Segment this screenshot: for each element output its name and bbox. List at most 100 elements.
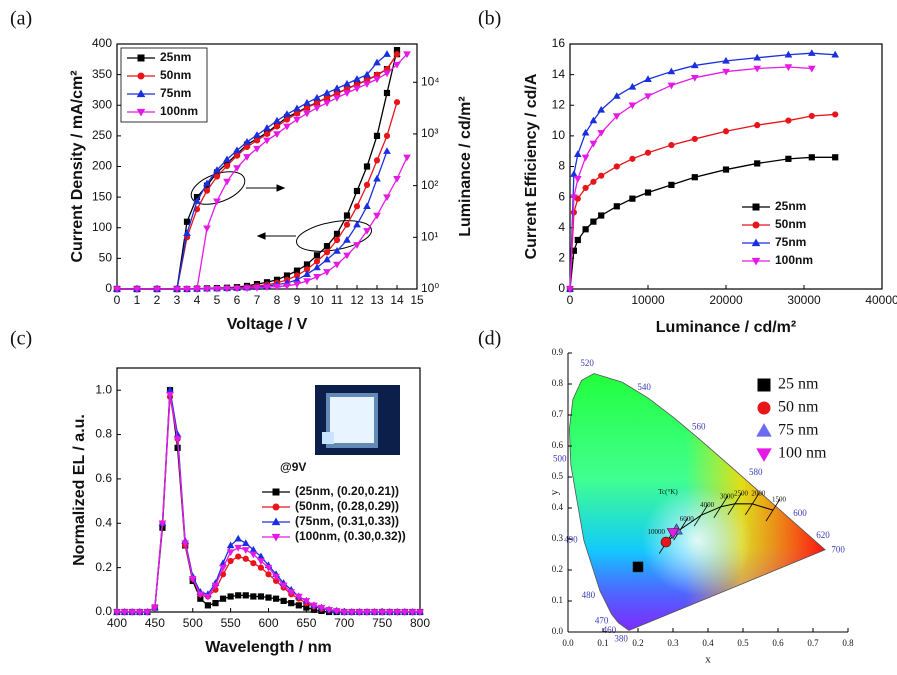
marker bbox=[203, 179, 211, 187]
x-tick-label: 550 bbox=[221, 616, 241, 630]
marker bbox=[257, 593, 265, 600]
temperature-label: 2000 bbox=[751, 489, 766, 497]
marker bbox=[323, 100, 331, 107]
marker bbox=[253, 145, 261, 153]
marker bbox=[243, 285, 251, 293]
marker bbox=[313, 99, 321, 106]
marker bbox=[722, 166, 730, 173]
series-line bbox=[117, 150, 388, 290]
marker bbox=[280, 597, 287, 605]
marker bbox=[784, 50, 793, 58]
marker bbox=[263, 130, 271, 138]
marker bbox=[288, 600, 295, 607]
x-tick-label: 0.4 bbox=[702, 638, 714, 648]
x-tick-label: 9 bbox=[294, 293, 301, 307]
x-tick-label: 4 bbox=[194, 293, 201, 307]
marker bbox=[370, 609, 379, 616]
marker bbox=[808, 154, 815, 161]
marker bbox=[113, 609, 121, 616]
marker bbox=[283, 116, 291, 123]
marker bbox=[294, 593, 303, 601]
wavelength-label: 560 bbox=[692, 421, 706, 431]
x-tick-label: 8 bbox=[274, 293, 281, 307]
legend-label: (75nm, (0.31,0.33)) bbox=[295, 514, 399, 528]
marker bbox=[153, 286, 161, 293]
x-tick-label: 3 bbox=[174, 293, 181, 307]
marker bbox=[383, 132, 391, 139]
x-tick-label: 2 bbox=[154, 293, 161, 307]
marker bbox=[343, 79, 351, 87]
marker bbox=[333, 95, 341, 102]
x-tick-label: 0.1 bbox=[597, 638, 608, 648]
marker bbox=[219, 564, 227, 572]
marker bbox=[644, 189, 652, 196]
marker bbox=[173, 436, 182, 443]
marker bbox=[313, 263, 321, 271]
marker bbox=[227, 593, 234, 600]
legend-title: @9V bbox=[280, 460, 306, 474]
marker bbox=[754, 122, 761, 129]
marker bbox=[193, 286, 201, 293]
x-tick-label: 7 bbox=[254, 293, 261, 307]
marker bbox=[196, 591, 205, 599]
panel-label: (b) bbox=[478, 8, 501, 30]
marker bbox=[158, 520, 167, 528]
marker bbox=[373, 58, 381, 66]
marker bbox=[293, 116, 301, 124]
marker bbox=[373, 157, 381, 164]
marker bbox=[590, 218, 597, 225]
marker bbox=[234, 544, 243, 552]
legend-label: 75nm bbox=[775, 235, 806, 249]
isotherm bbox=[727, 492, 743, 515]
marker bbox=[272, 595, 280, 602]
marker bbox=[243, 137, 251, 145]
x-tick-label: 10000 bbox=[631, 293, 665, 307]
marker bbox=[263, 137, 271, 145]
marker bbox=[353, 187, 361, 195]
marker bbox=[183, 286, 191, 293]
x-tick-label: 40000 bbox=[865, 293, 897, 307]
marker bbox=[582, 184, 589, 192]
marker bbox=[333, 230, 341, 237]
x-tick-label: 6 bbox=[234, 293, 241, 307]
marker bbox=[302, 598, 311, 605]
marker bbox=[242, 555, 249, 562]
marker bbox=[219, 595, 227, 602]
marker bbox=[166, 391, 174, 399]
panel: (c) 400 450 500 550 600 650 700 750 800 0.0 0.2 0.4 0… bbox=[10, 328, 430, 657]
x-axis-label: Wavelength / nm bbox=[205, 639, 332, 656]
marker bbox=[323, 269, 331, 276]
marker bbox=[120, 609, 129, 616]
y2-axis-label: Luminance / cd/m² bbox=[457, 96, 474, 236]
marker bbox=[143, 609, 152, 616]
marker bbox=[233, 152, 241, 159]
marker bbox=[257, 564, 265, 571]
marker bbox=[193, 197, 201, 204]
marker bbox=[233, 285, 241, 293]
marker bbox=[323, 94, 331, 101]
marker bbox=[204, 593, 212, 601]
marker bbox=[279, 582, 288, 590]
marker bbox=[135, 609, 144, 616]
y-tick-label: 300 bbox=[92, 97, 112, 111]
marker bbox=[250, 593, 257, 600]
marker bbox=[597, 130, 606, 137]
y-tick-label: 0 bbox=[558, 281, 565, 295]
marker bbox=[590, 178, 597, 185]
marker bbox=[273, 131, 281, 138]
marker bbox=[754, 160, 761, 167]
y-tick-label: 0.8 bbox=[552, 378, 564, 388]
marker bbox=[667, 82, 676, 90]
x-tick-label: 0.2 bbox=[632, 638, 643, 648]
marker bbox=[295, 602, 302, 609]
inset-photo bbox=[315, 385, 400, 455]
marker bbox=[373, 132, 381, 139]
wavelength-label: 580 bbox=[749, 467, 763, 477]
y-tick-label: 0.1 bbox=[552, 595, 563, 605]
marker bbox=[751, 238, 761, 247]
marker bbox=[363, 202, 371, 210]
wavelength-label: 520 bbox=[580, 358, 594, 368]
marker bbox=[752, 203, 760, 211]
y-tick-label: 14 bbox=[552, 67, 566, 81]
